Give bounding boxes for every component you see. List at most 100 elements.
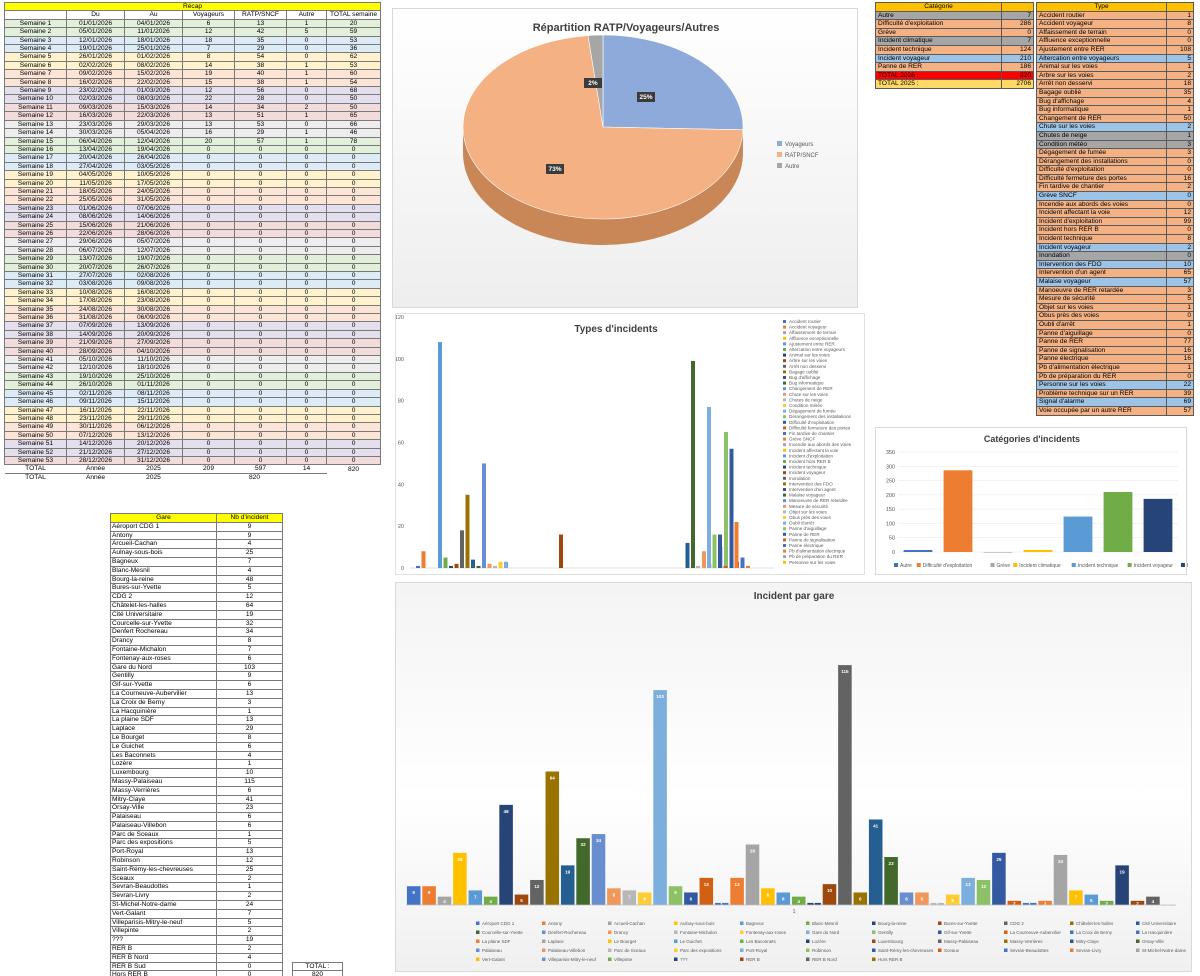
stations-bar[interactable] <box>1099 900 1114 905</box>
stations-bar[interactable] <box>545 771 560 905</box>
types-chart-panel[interactable]: Types d'incidents 0 20 40 60 80 100 120 Accident… <box>395 313 865 575</box>
categories-bar[interactable] <box>943 470 973 552</box>
types-bar[interactable] <box>685 542 690 568</box>
types-bar[interactable] <box>504 561 508 568</box>
stations-bar[interactable] <box>945 894 960 905</box>
categories-chart-panel[interactable]: Catégories d'incidents 0 50 100 150 200 250 300… <box>875 427 1200 575</box>
stations-bar[interactable] <box>1130 900 1145 905</box>
stations-bar[interactable] <box>1084 894 1099 905</box>
types-bar[interactable] <box>471 559 475 568</box>
types-bar[interactable] <box>707 406 711 568</box>
types-bar[interactable] <box>691 360 695 568</box>
stations-bar[interactable] <box>730 877 744 905</box>
stations-bar[interactable] <box>653 690 667 905</box>
stations-data-label-text: 19 <box>1120 869 1126 874</box>
stations-bar[interactable] <box>1007 900 1022 905</box>
stations-bar[interactable] <box>899 892 914 905</box>
categories-bar[interactable] <box>903 550 933 552</box>
types-bar[interactable] <box>438 342 442 568</box>
stations-chart-panel[interactable]: Incident par gare 9 9 4 25 7 4 48 5 12 64 19 32 34 8 7 6… <box>395 582 1192 972</box>
stations-bar[interactable] <box>976 879 991 905</box>
categories-bar[interactable] <box>1103 492 1133 552</box>
types-bar[interactable] <box>416 565 420 568</box>
types-bar[interactable] <box>740 557 745 568</box>
stations-bar[interactable] <box>992 852 1006 905</box>
recap-cell: Semaine 9 <box>4 86 67 96</box>
stations-bar[interactable] <box>884 857 898 905</box>
types-bar[interactable] <box>421 551 426 568</box>
recap-cell: Semaine 46 <box>4 397 67 407</box>
stations-bar[interactable] <box>453 852 467 905</box>
stations-bar[interactable] <box>714 902 729 905</box>
stations-bar[interactable] <box>930 902 945 905</box>
stations-bar[interactable] <box>791 896 806 905</box>
stations-bar[interactable] <box>807 902 821 905</box>
types-bar[interactable] <box>734 521 739 568</box>
stations-bar[interactable] <box>761 888 775 905</box>
types-bar[interactable] <box>718 534 722 568</box>
categories-bar[interactable] <box>1143 498 1173 552</box>
stations-bar[interactable] <box>745 844 760 906</box>
stations-bar[interactable] <box>483 896 498 905</box>
types-bar[interactable] <box>724 432 728 568</box>
stations-bar[interactable] <box>961 877 975 905</box>
stations-bar[interactable] <box>560 865 575 905</box>
types-bar[interactable] <box>696 565 700 568</box>
stations-bar[interactable] <box>591 834 606 905</box>
stations-bar[interactable] <box>668 886 683 905</box>
categories-bar[interactable] <box>1063 516 1093 552</box>
stations-bar[interactable] <box>499 804 513 905</box>
stations-bar[interactable] <box>838 665 852 905</box>
recap-row: Semaine 16 13/04/2026 19/04/2026 0 0 0 0 <box>4 144 382 155</box>
stations-legend-swatch <box>674 957 678 961</box>
stations-legend-swatch <box>1136 939 1140 943</box>
types-bar[interactable] <box>729 448 734 568</box>
stations-bar[interactable] <box>915 892 929 905</box>
pie-slice-ratp-sncf[interactable] <box>462 35 744 220</box>
stations-bar[interactable] <box>576 838 590 905</box>
stations-bar[interactable] <box>622 890 637 905</box>
stations-bar[interactable] <box>684 892 698 905</box>
types-bar[interactable] <box>487 563 492 568</box>
categories-bar[interactable] <box>1023 550 1053 552</box>
pie-slice-voyageurs[interactable] <box>602 34 744 131</box>
types-bar[interactable] <box>702 551 706 568</box>
stations-bar[interactable] <box>1038 900 1052 905</box>
types-bar[interactable] <box>443 557 448 568</box>
stations-bar[interactable] <box>422 886 436 905</box>
stations-bar[interactable] <box>853 892 868 905</box>
types-bar[interactable] <box>460 530 464 568</box>
stations-bar[interactable] <box>607 888 621 905</box>
types-bar[interactable] <box>746 565 750 568</box>
types-bar[interactable] <box>465 494 470 568</box>
recap-row: Semaine 45 02/11/2026 08/11/2026 0 0 0 0 <box>4 388 382 399</box>
recap-cell: 27/09/2026 <box>124 338 183 348</box>
types-bar[interactable] <box>559 534 563 568</box>
pie-chart-panel[interactable]: Répartition RATP/Voyageurs/Autres 25% 73% 2… <box>392 8 858 308</box>
stations-bar[interactable] <box>468 890 483 905</box>
stations-bar[interactable] <box>1022 902 1037 905</box>
stations-bar[interactable] <box>822 884 837 905</box>
stations-bar[interactable] <box>637 892 652 905</box>
types-bar[interactable] <box>493 565 497 568</box>
stations-bar[interactable] <box>1115 865 1129 905</box>
stations-bar[interactable] <box>868 819 883 905</box>
types-bar[interactable] <box>454 563 459 568</box>
category-row-label: Grève <box>875 27 1002 38</box>
types-bar[interactable] <box>723 565 728 568</box>
types-bar[interactable] <box>449 565 453 568</box>
categories-bar[interactable] <box>983 552 1013 553</box>
stations-bar[interactable] <box>514 894 529 905</box>
stations-bar[interactable] <box>437 896 452 905</box>
stations-bar[interactable] <box>776 892 791 905</box>
stations-bar[interactable] <box>1146 896 1160 905</box>
types-bar[interactable] <box>498 561 503 568</box>
types-bar[interactable] <box>482 463 486 568</box>
types-bar[interactable] <box>712 534 717 568</box>
stations-bar[interactable] <box>1053 854 1068 905</box>
stations-bar[interactable] <box>406 886 421 905</box>
types-bar[interactable] <box>476 565 481 568</box>
stations-bar[interactable] <box>530 879 544 905</box>
stations-bar[interactable] <box>699 877 714 905</box>
stations-bar[interactable] <box>1069 890 1083 905</box>
